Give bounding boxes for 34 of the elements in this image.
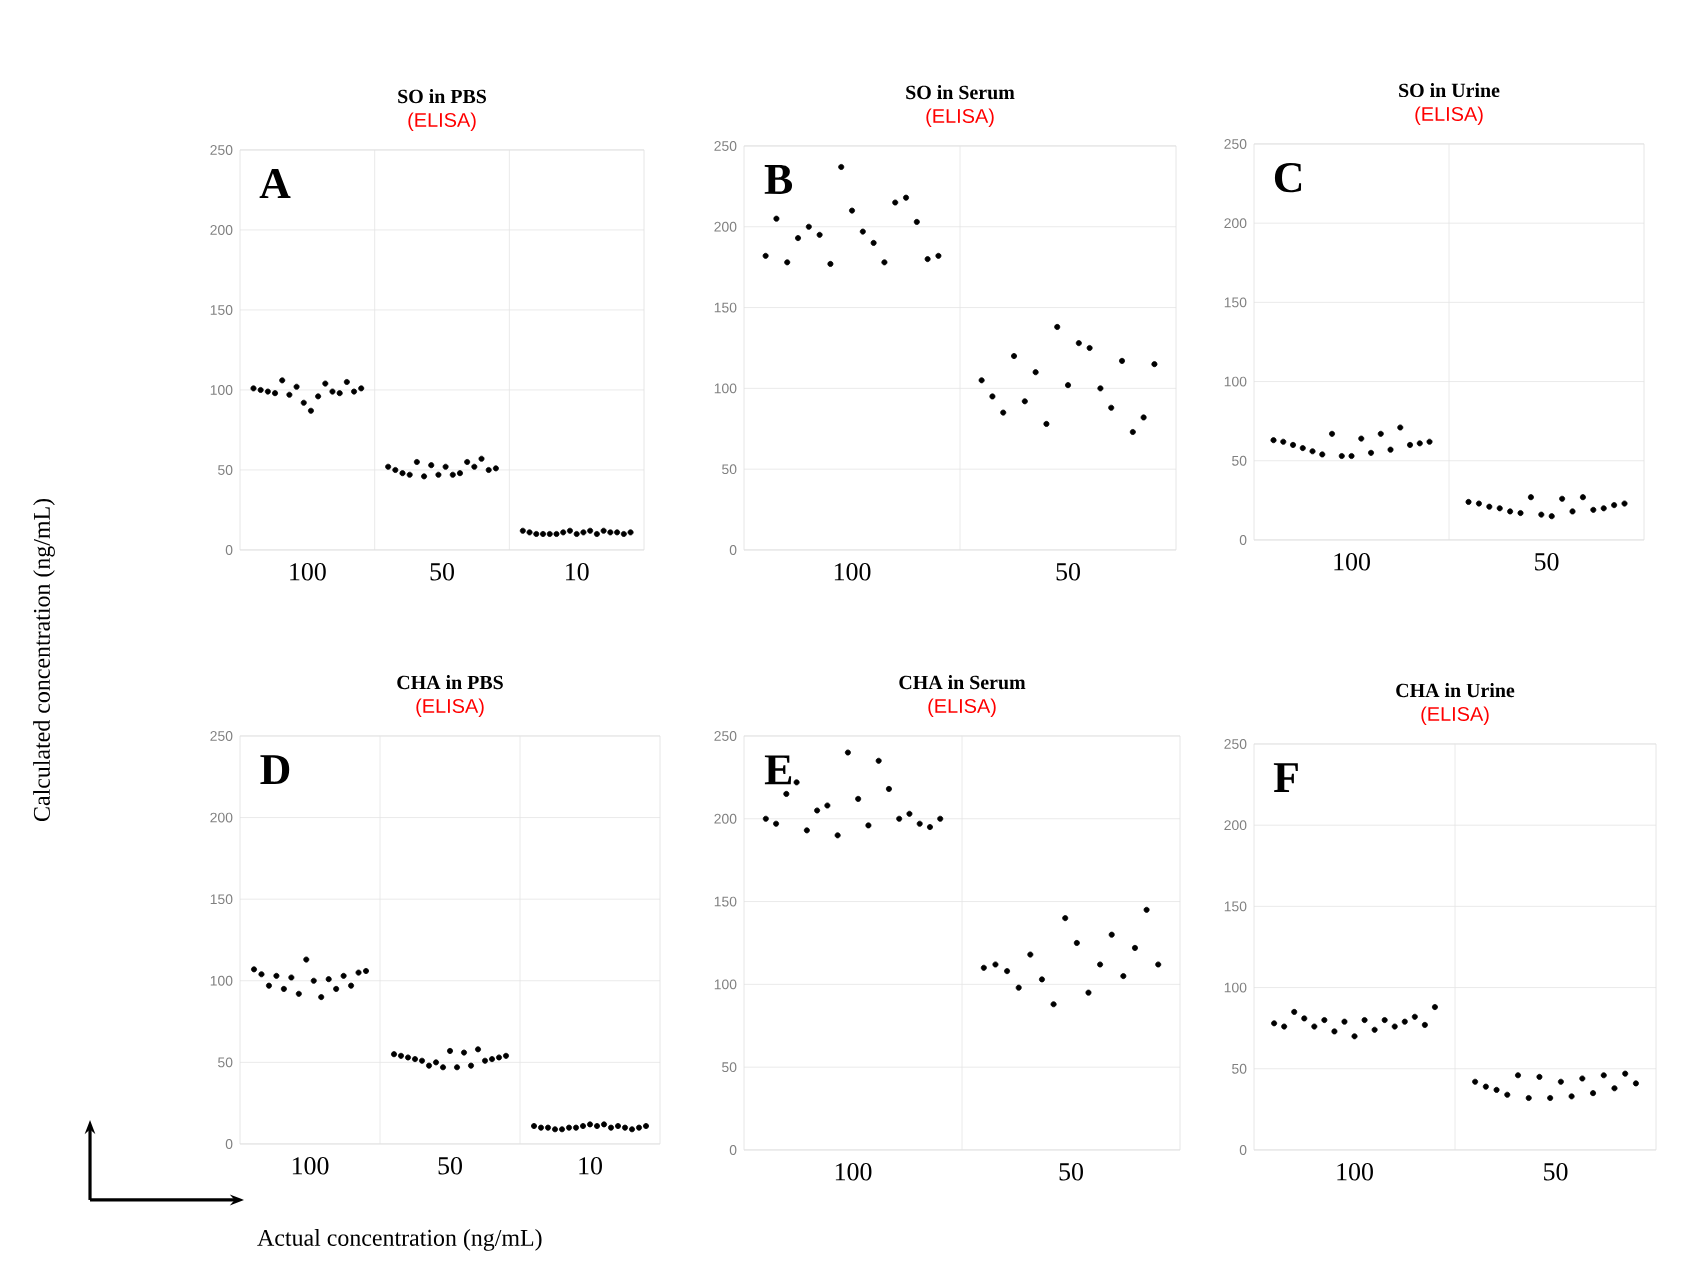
x-tick-label: 100 bbox=[292, 1157, 329, 1175]
chart-title: SO in Serum bbox=[906, 85, 1015, 100]
chart-subtitle: (ELISA) bbox=[928, 698, 996, 717]
chart-title: CHA in PBS bbox=[397, 675, 503, 690]
chart-subtitle: (ELISA) bbox=[1415, 106, 1483, 125]
annotation: E bbox=[764, 755, 792, 785]
chart-title: CHA in Serum bbox=[899, 675, 1026, 690]
x-tick-label: 10 bbox=[566, 563, 589, 581]
chart-subtitle: (ELISA) bbox=[1421, 706, 1489, 725]
x-tick-label: 100 bbox=[834, 563, 871, 581]
chart-title: CHA in Urine bbox=[1396, 683, 1515, 698]
annotation: B bbox=[764, 165, 793, 194]
chart-subtitle: (ELISA) bbox=[408, 112, 476, 131]
chart-title: SO in Urine bbox=[1399, 83, 1500, 98]
x-tick-label: 100 bbox=[1334, 553, 1370, 571]
x-tick-label: 50 bbox=[1059, 1163, 1083, 1181]
x-tick-label: 50 bbox=[1544, 1163, 1568, 1181]
x-tick-label: 100 bbox=[290, 563, 326, 581]
chart-subtitle: (ELISA) bbox=[416, 698, 484, 717]
annotation: A bbox=[259, 169, 291, 198]
x-tick-label: 100 bbox=[1337, 1163, 1373, 1181]
x-tick-label: 100 bbox=[835, 1163, 872, 1181]
y-axis-title: Calculated concentration (ng/mL) bbox=[33, 498, 55, 821]
chart-title: SO in PBS bbox=[398, 89, 487, 104]
x-axis-title: Actual concentration (ng/mL) bbox=[257, 1229, 542, 1251]
x-tick-label: 50 bbox=[1056, 563, 1080, 581]
x-tick-label: 50 bbox=[430, 563, 454, 581]
annotation: D bbox=[260, 755, 290, 785]
x-tick-label: 50 bbox=[438, 1157, 462, 1175]
annotation: C bbox=[1274, 162, 1302, 193]
x-tick-label: 10 bbox=[579, 1157, 602, 1175]
x-tick-label: 50 bbox=[1535, 553, 1559, 571]
annotation: F bbox=[1273, 763, 1298, 792]
chart-subtitle: (ELISA) bbox=[926, 108, 994, 127]
